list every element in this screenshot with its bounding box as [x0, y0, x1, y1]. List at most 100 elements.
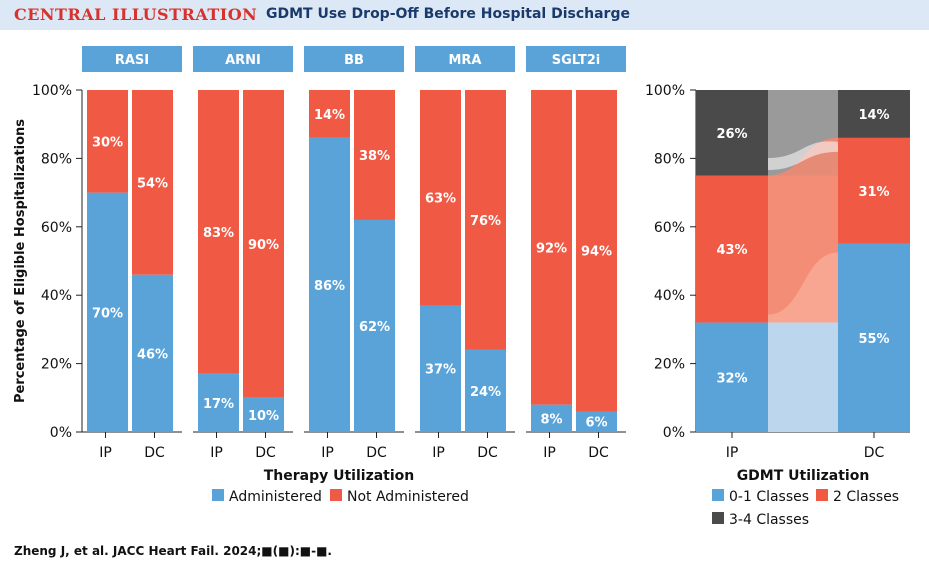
y-tick-label: 100% — [32, 83, 72, 99]
bar-administered — [354, 219, 395, 432]
legend-label: Not Administered — [347, 489, 469, 505]
panel-header-rasi — [82, 46, 182, 72]
data-label: 83% — [203, 226, 234, 241]
data-label: 54% — [137, 176, 168, 191]
panel-header-mra — [415, 46, 515, 72]
data-label: 70% — [92, 306, 123, 321]
panel-header-label: RASI — [115, 53, 149, 68]
x-tick-label: DC — [477, 445, 498, 461]
bar-administered — [465, 349, 506, 432]
y-axis-title: Percentage of Eligible Hospitalizations — [13, 119, 28, 403]
legend-swatch-2 — [816, 489, 828, 501]
bar-administered — [576, 411, 617, 432]
bar-administered — [309, 137, 350, 432]
legend-label: 2 Classes — [833, 489, 899, 505]
flow-0-1-stay — [768, 322, 838, 432]
x-tick-label: DC — [144, 445, 165, 461]
data-label: 55% — [858, 332, 889, 347]
data-label: 94% — [581, 245, 612, 260]
x-tick-label: IP — [210, 445, 223, 461]
data-label: 6% — [585, 416, 607, 431]
legend-label: Administered — [229, 489, 322, 505]
legend-swatch-3-4 — [712, 512, 724, 524]
brand-label: CENTRAL ILLUSTRATION — [14, 5, 258, 24]
bar-administered — [87, 192, 128, 432]
y-tick-label: 20% — [41, 357, 72, 373]
data-label: 14% — [858, 108, 889, 123]
data-label: 17% — [203, 397, 234, 412]
data-label: 26% — [716, 127, 747, 142]
x-axis-title: Therapy Utilization — [264, 468, 415, 484]
x-tick-label: IP — [321, 445, 334, 461]
x-tick-label: DC — [366, 445, 387, 461]
flow-band-3-4-classes — [768, 141, 838, 170]
data-label: 63% — [425, 192, 456, 207]
x-tick-label: IP — [432, 445, 445, 461]
legend-label: 0-1 Classes — [729, 489, 809, 505]
data-label: 46% — [137, 347, 168, 362]
bar-ip-0-1-classes — [696, 322, 768, 432]
header-bar: CENTRAL ILLUSTRATION GDMT Use Drop-Off B… — [0, 0, 929, 30]
bar-not-administered — [531, 90, 572, 405]
bar-not-administered — [420, 90, 461, 306]
bar-not-administered — [354, 90, 395, 220]
data-label: 38% — [359, 149, 390, 164]
data-label: 76% — [470, 214, 501, 229]
panel-header-label: ARNI — [225, 53, 261, 68]
y-tick-label: 100% — [645, 83, 685, 99]
legend-swatch-administered — [212, 489, 224, 501]
bar-dc-3-4-classes — [838, 90, 910, 138]
panel-header-label: MRA — [448, 53, 481, 68]
data-label: 92% — [536, 241, 567, 256]
flow-band-2-classes — [768, 137, 838, 315]
data-label: 24% — [470, 385, 501, 400]
y-tick-label: 0% — [50, 425, 72, 441]
bar-administered — [531, 404, 572, 432]
data-label: 32% — [716, 371, 747, 386]
y-tick-label: 0% — [663, 425, 685, 441]
y-tick-label: 20% — [654, 357, 685, 373]
chart-area: 0% 20% 40% 60% 80% 100% Percentage of Eligible… — [13, 46, 910, 528]
bar-dc-0-1-classes — [838, 243, 910, 432]
page-title: GDMT Use Drop-Off Before Hospital Discha… — [266, 6, 630, 22]
y-tick-label: 40% — [41, 288, 72, 304]
x-tick-label: IP — [543, 445, 556, 461]
data-label: 14% — [314, 108, 345, 123]
panel-header-label: SGLT2i — [552, 53, 601, 68]
data-label: 43% — [716, 243, 747, 258]
panel-header-bb — [304, 46, 404, 72]
bar-not-administered — [465, 90, 506, 350]
data-label: 31% — [858, 185, 889, 200]
bar-ip-2-classes — [696, 175, 768, 323]
data-label: 90% — [248, 238, 279, 253]
data-label: 30% — [92, 135, 123, 150]
x-tick-label: DC — [864, 445, 885, 461]
bar-administered — [243, 397, 284, 432]
data-label: 62% — [359, 320, 390, 335]
legend-swatch-0-1 — [712, 489, 724, 501]
data-label: 37% — [425, 363, 456, 378]
bar-not-administered — [198, 90, 239, 374]
y-tick-label: 40% — [654, 288, 685, 304]
panel-header-sglt2i — [526, 46, 626, 72]
x-tick-label: DC — [588, 445, 609, 461]
legend-label: 3-4 Classes — [729, 512, 809, 528]
bar-not-administered — [576, 90, 617, 412]
citation: Zheng J, et al. JACC Heart Fail. 2024;■(… — [14, 544, 332, 558]
x-tick-label: IP — [726, 445, 739, 461]
data-label: 86% — [314, 279, 345, 294]
bar-administered — [420, 305, 461, 432]
panel-header-arni — [193, 46, 293, 72]
bar-administered — [132, 274, 173, 432]
data-label: 8% — [540, 412, 562, 427]
x-axis-title: GDMT Utilization — [737, 468, 870, 484]
x-tick-label: DC — [255, 445, 276, 461]
bar-not-administered — [132, 90, 173, 275]
panel-header-label: BB — [344, 53, 364, 68]
y-tick-label: 60% — [654, 220, 685, 236]
y-tick-label: 80% — [41, 151, 72, 167]
y-tick-label: 60% — [41, 220, 72, 236]
bar-not-administered — [87, 90, 128, 193]
bar-administered — [198, 373, 239, 432]
legend-swatch-not-administered — [330, 489, 342, 501]
